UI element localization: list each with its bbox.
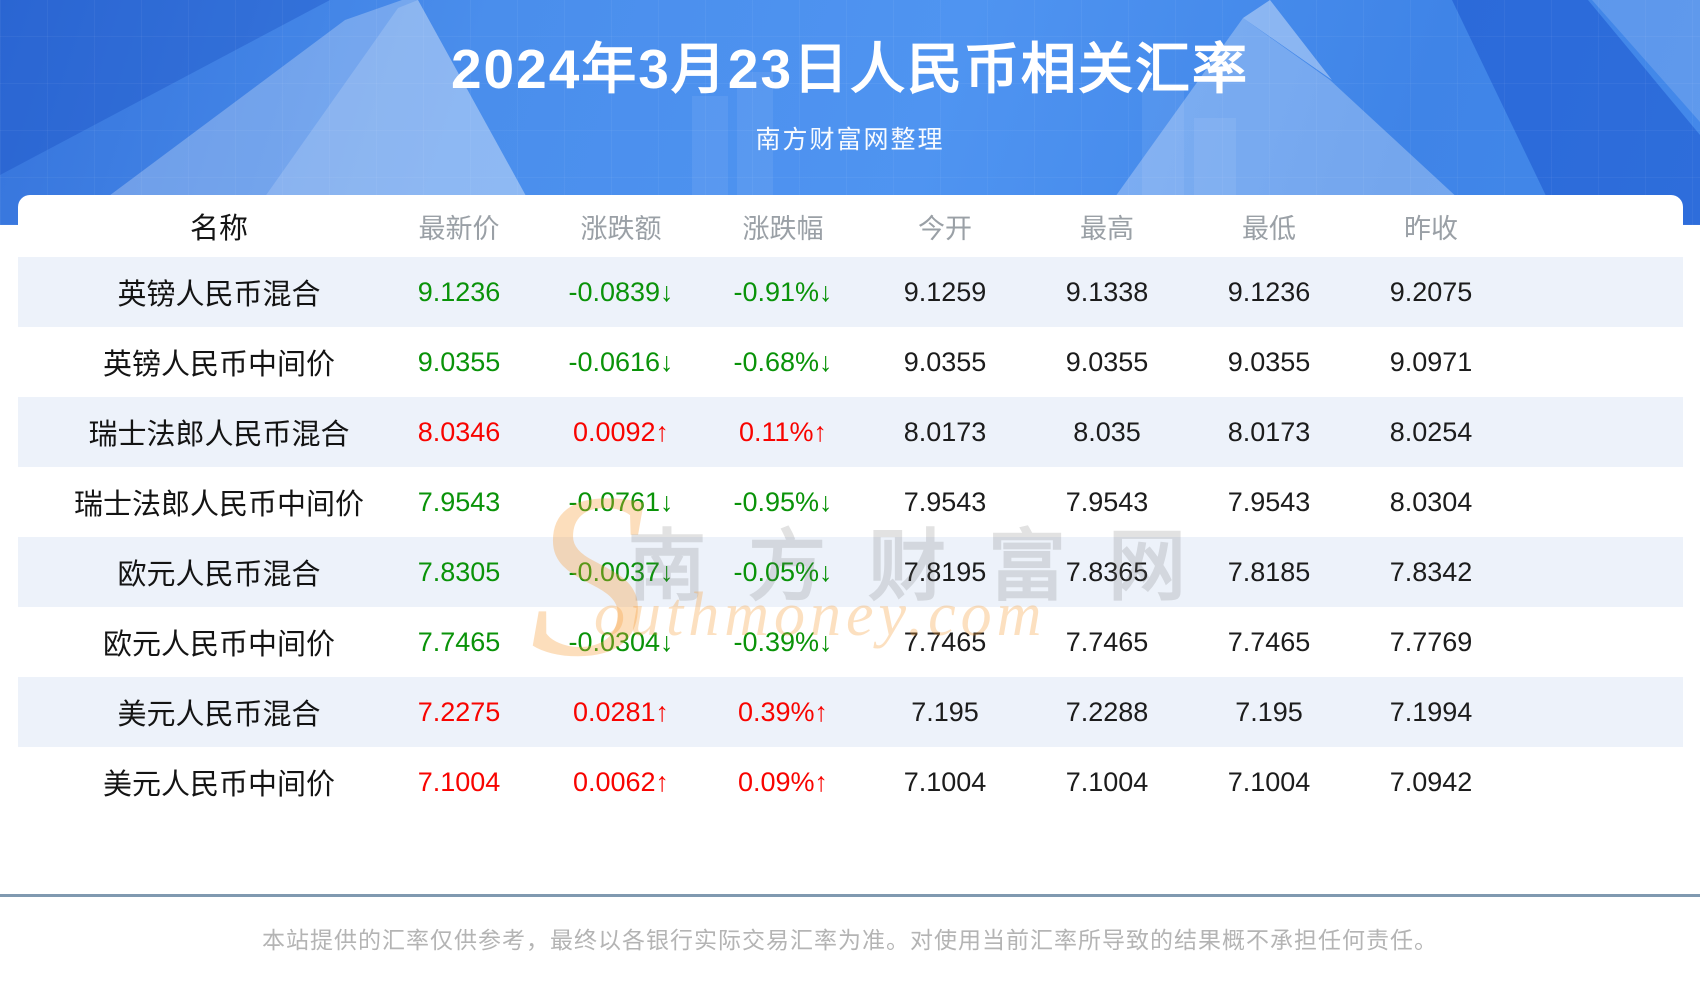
cell-latest: 7.1004 [417, 766, 501, 797]
cell-name: 瑞士法郎人民币中间价 [73, 489, 364, 521]
table-header-row: 名称 最新价 涨跌额 涨跌幅 今开 最高 最低 昨收 [18, 195, 1683, 257]
cell-prev-close: 8.0254 [1389, 416, 1473, 447]
cell-open: 9.0355 [903, 346, 987, 377]
page-subtitle: 南方财富网整理 [755, 126, 945, 154]
cell-change-pct: -0.39%↓ [733, 626, 833, 657]
cell-latest: 9.1236 [417, 276, 501, 307]
cell-open: 7.7465 [903, 626, 987, 657]
decor-grid-overlay [0, 0, 1700, 225]
col-header-name: 名称 [189, 213, 248, 245]
cell-change-pct: 0.39%↑ [737, 696, 829, 727]
cell-latest: 7.2275 [417, 696, 501, 727]
cell-prev-close: 7.7769 [1389, 626, 1473, 657]
cell-change-pct: 0.09%↑ [737, 766, 829, 797]
cell-name: 英镑人民币中间价 [102, 349, 335, 381]
cell-latest: 7.8305 [417, 556, 501, 587]
cell-change: -0.0304↓ [568, 626, 674, 657]
hero-banner: 2024年3月23日人民币相关汇率 南方财富网整理 [0, 0, 1700, 225]
table-row: 美元人民币混合 7.2275 0.0281↑ 0.39%↑ 7.195 7.22… [18, 677, 1683, 747]
cell-change: -0.0037↓ [568, 556, 674, 587]
footer-divider [0, 894, 1700, 897]
cell-high: 7.2288 [1065, 696, 1149, 727]
cell-name: 美元人民币中间价 [102, 769, 335, 801]
col-header-open: 今开 [918, 213, 972, 244]
cell-change: 0.0062↑ [572, 766, 670, 797]
cell-prev-close: 7.0942 [1389, 766, 1473, 797]
cell-high: 9.1338 [1065, 276, 1149, 307]
cell-low: 7.9543 [1227, 486, 1311, 517]
table-row: 瑞士法郎人民币混合 8.0346 0.0092↑ 0.11%↑ 8.0173 8… [18, 397, 1683, 467]
disclaimer-text: 本站提供的汇率仅供参考，最终以各银行实际交易汇率为准。对使用当前汇率所导致的结果… [262, 927, 1438, 953]
cell-high: 7.9543 [1065, 486, 1149, 517]
table-row: 英镑人民币中间价 9.0355 -0.0616↓ -0.68%↓ 9.0355 … [18, 327, 1683, 397]
cell-low: 7.195 [1235, 696, 1303, 727]
cell-open: 7.195 [911, 696, 979, 727]
cell-prev-close: 7.1994 [1389, 696, 1473, 727]
cell-change: -0.0616↓ [568, 346, 674, 377]
cell-open: 7.8195 [903, 556, 987, 587]
cell-latest: 8.0346 [417, 416, 501, 447]
table-row: 英镑人民币混合 9.1236 -0.0839↓ -0.91%↓ 9.1259 9… [18, 257, 1683, 327]
cell-prev-close: 7.8342 [1389, 556, 1473, 587]
cell-change-pct: 0.11%↑ [738, 416, 828, 447]
cell-low: 9.0355 [1227, 346, 1311, 377]
table-row: 美元人民币中间价 7.1004 0.0062↑ 0.09%↑ 7.1004 7.… [18, 747, 1683, 817]
cell-low: 7.8185 [1227, 556, 1311, 587]
cell-open: 7.9543 [903, 486, 987, 517]
col-header-low: 最低 [1242, 213, 1296, 244]
cell-change: -0.0839↓ [568, 276, 674, 307]
cell-change: 0.0092↑ [572, 416, 670, 447]
cell-change: 0.0281↑ [572, 696, 670, 727]
cell-name: 欧元人民币中间价 [102, 629, 335, 661]
rates-table-card: 名称 最新价 涨跌额 涨跌幅 今开 最高 最低 昨收 英镑人民币混合 9.123… [18, 195, 1683, 817]
cell-latest: 7.9543 [417, 486, 501, 517]
cell-prev-close: 9.2075 [1389, 276, 1473, 307]
cell-latest: 9.0355 [417, 346, 501, 377]
cell-name: 美元人民币混合 [117, 699, 321, 731]
cell-high: 7.1004 [1065, 766, 1149, 797]
cell-name: 英镑人民币混合 [117, 279, 321, 311]
col-header-latest: 最新价 [418, 213, 500, 244]
table-row: 欧元人民币混合 7.8305 -0.0037↓ -0.05%↓ 7.8195 7… [18, 537, 1683, 607]
cell-name: 欧元人民币混合 [117, 559, 321, 591]
cell-prev-close: 9.0971 [1389, 346, 1473, 377]
cell-high: 7.7465 [1065, 626, 1149, 657]
col-header-high: 最高 [1080, 213, 1134, 244]
cell-change-pct: -0.95%↓ [733, 486, 833, 517]
cell-low: 9.1236 [1227, 276, 1311, 307]
cell-change-pct: -0.68%↓ [733, 346, 833, 377]
cell-low: 8.0173 [1227, 416, 1311, 447]
cell-low: 7.7465 [1227, 626, 1311, 657]
page-title: 2024年3月23日人民币相关汇率 [450, 38, 1250, 100]
cell-name: 瑞士法郎人民币混合 [88, 419, 350, 451]
col-header-prev-close: 昨收 [1404, 213, 1458, 244]
cell-open: 8.0173 [903, 416, 987, 447]
cell-high: 7.8365 [1065, 556, 1149, 587]
cell-change-pct: -0.91%↓ [733, 276, 833, 307]
table-row: 欧元人民币中间价 7.7465 -0.0304↓ -0.39%↓ 7.7465 … [18, 607, 1683, 677]
col-header-change: 涨跌额 [580, 213, 662, 244]
cell-change: -0.0761↓ [568, 486, 674, 517]
cell-prev-close: 8.0304 [1389, 486, 1473, 517]
table-row: 瑞士法郎人民币中间价 7.9543 -0.0761↓ -0.95%↓ 7.954… [18, 467, 1683, 537]
cell-high: 8.035 [1073, 416, 1141, 447]
cell-open: 7.1004 [903, 766, 987, 797]
cell-low: 7.1004 [1227, 766, 1311, 797]
cell-latest: 7.7465 [417, 626, 501, 657]
col-header-change-pct: 涨跌幅 [742, 213, 824, 244]
cell-high: 9.0355 [1065, 346, 1149, 377]
cell-change-pct: -0.05%↓ [733, 556, 833, 587]
cell-open: 9.1259 [903, 276, 987, 307]
